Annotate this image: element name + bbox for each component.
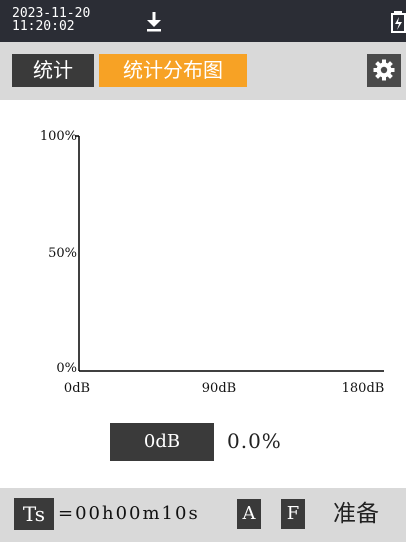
x-tick-label: 180dB (342, 381, 385, 396)
gear-icon (373, 59, 395, 81)
x-tick-label: 90dB (202, 381, 236, 396)
f-weighting-button[interactable]: F (281, 499, 305, 529)
x-tick-label: 0dB (64, 381, 90, 396)
time-text: 11:20:02 (12, 19, 75, 34)
battery-icon (391, 11, 406, 33)
distribution-panel: 100% 50% 0% 0dB 90dB 180dB 0dB 0.0% (0, 100, 406, 488)
ts-value: =00h00m10s (58, 503, 200, 524)
y-tick-label: 0% (56, 361, 77, 376)
toolbar: 统计 统计分布图 (0, 42, 406, 100)
percent-readout: 0.0% (227, 429, 282, 453)
a-weighting-button[interactable]: A (237, 499, 261, 529)
settings-button[interactable] (367, 54, 401, 87)
bottom-bar: Ts =00h00m10s A F 准备 (0, 488, 406, 542)
tab-distribution-chart[interactable]: 统计分布图 (99, 54, 247, 87)
download-icon (147, 12, 161, 32)
level-readout-button[interactable]: 0dB (110, 423, 214, 461)
tab-statistics[interactable]: 统计 (12, 54, 94, 87)
status-bar: 2023-11-20 11:20:02 (0, 0, 406, 42)
ts-label[interactable]: Ts (14, 498, 54, 530)
datetime: 2023-11-20 11:20:02 (12, 7, 122, 33)
state-label: 准备 (333, 501, 379, 527)
y-tick-label: 50% (48, 246, 77, 261)
y-tick-label: 100% (40, 129, 77, 144)
date-text: 2023-11-20 (12, 6, 91, 21)
distribution-chart: 100% 50% 0% 0dB 90dB 180dB (40, 129, 385, 396)
